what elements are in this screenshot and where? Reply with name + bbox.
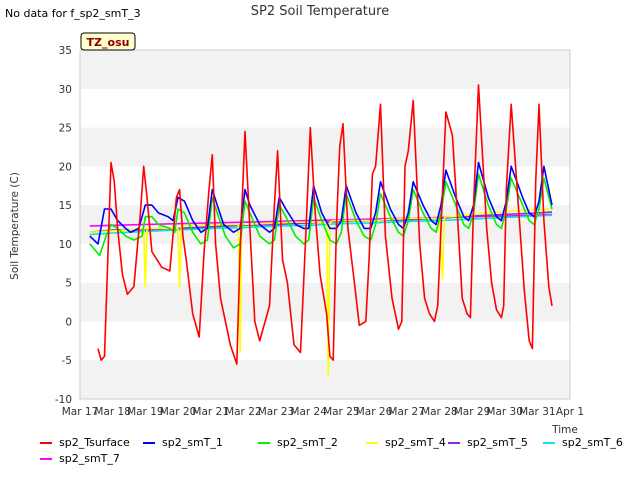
- timezone-badge-label: TZ_osu: [87, 36, 130, 49]
- y-tick-label: 25: [59, 123, 72, 135]
- plot-frame: [79, 49, 571, 400]
- legend-label: sp2_smT_1: [162, 436, 223, 449]
- y-tick-label: 15: [59, 200, 72, 212]
- series-line-sp2_smT_2: [89, 173, 553, 257]
- y-axis-label: Soil Temperature (C): [9, 172, 21, 280]
- legend-label: sp2_smT_7: [59, 452, 120, 465]
- x-tick-label: Mar 19: [127, 406, 164, 418]
- x-tick-label: Mar 25: [323, 406, 360, 418]
- legend-swatch: [143, 441, 155, 444]
- x-tick-label: Mar 22: [225, 406, 262, 418]
- legend-item: sp2_smT_7: [40, 452, 120, 465]
- y-tick-label: -5: [62, 355, 72, 367]
- grid-band: [80, 166, 570, 206]
- y-tick-label: 20: [59, 161, 72, 173]
- grid-band: [80, 360, 570, 399]
- series-lines: [89, 84, 553, 377]
- legend-item: sp2_Tsurface: [40, 436, 130, 449]
- legend-item: sp2_smT_6: [543, 436, 623, 449]
- x-tick-label: Mar 18: [94, 406, 131, 418]
- x-tick-label: Mar 20: [160, 406, 197, 418]
- legend-label: sp2_smT_4: [385, 436, 446, 449]
- legend-item: sp2_smT_1: [143, 436, 223, 449]
- x-tick-label: Mar 27: [388, 406, 425, 418]
- y-axis-ticks: -10 -5 0 5 10 15 20 25 30 35: [55, 45, 72, 406]
- grid-band: [80, 88, 570, 128]
- x-tick-label: Apr 1: [556, 406, 584, 418]
- series-line-sp2_smT_4: [89, 208, 553, 377]
- legend-swatch: [258, 441, 270, 444]
- y-tick-label: 0: [65, 316, 72, 328]
- x-tick-label: Mar 24: [290, 406, 327, 418]
- x-tick-label: Mar 26: [356, 406, 393, 418]
- x-tick-label: Mar 23: [258, 406, 295, 418]
- series-line-sp2_Tsurface: [97, 84, 553, 365]
- series-line-sp2_smT_1: [89, 161, 553, 245]
- legend-swatch: [543, 441, 555, 444]
- x-tick-label: Mar 29: [454, 406, 491, 418]
- grid-band: [80, 50, 570, 89]
- legend-label: sp2_smT_2: [277, 436, 338, 449]
- legend-swatch: [40, 441, 52, 444]
- x-tick-label: Mar 21: [192, 406, 229, 418]
- grid-band: [80, 243, 570, 283]
- legend-item: sp2_smT_5: [448, 436, 528, 449]
- y-tick-label: 5: [65, 278, 72, 290]
- legend-swatch: [448, 441, 460, 444]
- grid-band: [80, 321, 570, 361]
- grid-band: [80, 127, 570, 167]
- x-axis-label: Time: [551, 424, 578, 436]
- series-line-sp2_smT_6: [89, 214, 553, 236]
- x-tick-label: Mar 28: [421, 406, 458, 418]
- x-tick-label: Mar 17: [62, 406, 99, 418]
- legend-item: sp2_smT_2: [258, 436, 338, 449]
- y-tick-label: -10: [55, 394, 72, 406]
- legend-label: sp2_Tsurface: [59, 436, 130, 449]
- legend-swatch: [366, 441, 378, 444]
- x-tick-label: Mar 30: [486, 406, 523, 418]
- no-data-note: No data for f_sp2_smT_3: [5, 7, 141, 20]
- chart-title: SP2 Soil Temperature: [251, 4, 389, 19]
- timezone-badge: TZ_osu: [80, 32, 136, 51]
- y-tick-label: 10: [59, 239, 72, 251]
- legend-label: sp2_smT_6: [562, 436, 623, 449]
- y-tick-label: 30: [59, 84, 72, 96]
- legend-swatch: [40, 457, 52, 460]
- x-tick-label: Mar 31: [519, 406, 556, 418]
- y-tick-label: 35: [59, 45, 72, 57]
- legend-item: sp2_smT_4: [366, 436, 446, 449]
- legend-label: sp2_smT_5: [467, 436, 528, 449]
